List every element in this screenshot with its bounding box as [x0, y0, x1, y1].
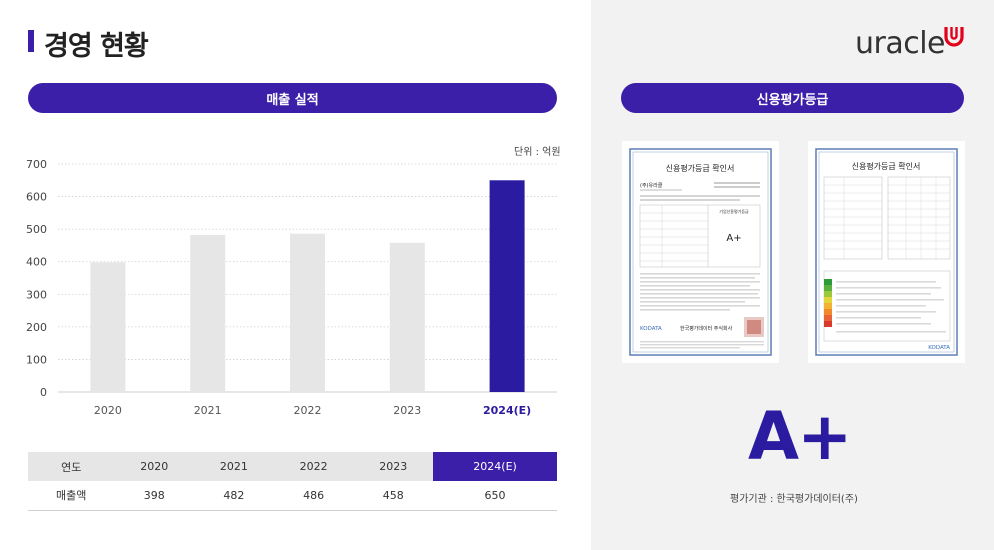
table-row-header: 연도	[28, 452, 115, 481]
page-title: 경영 현황	[44, 31, 149, 62]
svg-text:신용평가등급 확인서: 신용평가등급 확인서	[852, 161, 921, 171]
y-tick-label: 0	[40, 386, 47, 399]
uracle-logo: uracle	[855, 26, 946, 61]
y-tick-label: 200	[26, 321, 47, 334]
sales-section-header: 매출 실적	[28, 83, 557, 113]
unit-label: 단위 : 억원	[514, 147, 561, 158]
y-tick-label: 400	[26, 256, 47, 269]
table-row-label: 매출액	[28, 481, 115, 511]
credit-certificate-image: 신용평가등급 확인서 (주)유라클 기업신용평가등급 A+ KODATA 한국평…	[622, 141, 779, 363]
table-year-cell-highlight: 2024(E)	[433, 452, 557, 481]
table-year-cell: 2022	[273, 452, 354, 481]
x-tick-label: 2023	[393, 404, 421, 417]
y-tick-label: 500	[26, 223, 47, 236]
y-tick-label: 100	[26, 353, 47, 366]
svg-text:A+: A+	[726, 233, 741, 244]
credit-grade: A+	[748, 398, 852, 475]
table-year-cell: 2021	[194, 452, 274, 481]
title-accent-bar	[28, 30, 34, 52]
y-tick-label: 600	[26, 191, 47, 204]
table-value-cell: 482	[194, 481, 274, 511]
svg-text:신용평가등급 확인서: 신용평가등급 확인서	[666, 163, 735, 173]
y-tick-label: 300	[26, 288, 47, 301]
x-tick-label: 2022	[294, 404, 322, 417]
x-tick-label: 2021	[194, 404, 222, 417]
bar-2023	[389, 242, 425, 392]
bar-2020	[90, 262, 126, 392]
svg-text:KODATA: KODATA	[928, 345, 950, 351]
svg-text:한국평가데이터 주식회사: 한국평가데이터 주식회사	[680, 325, 733, 332]
x-tick-label: 2020	[94, 404, 122, 417]
table-value-cell: 398	[114, 481, 195, 511]
bar-2022	[290, 233, 325, 392]
uracle-logo-mark-icon	[944, 27, 964, 47]
table-year-cell: 2020	[114, 452, 195, 481]
svg-text:KODATA: KODATA	[640, 326, 662, 332]
table-value-cell: 486	[273, 481, 354, 511]
sales-table: 연도 2020 2021 2022 2023 2024(E) 매출액 398 4…	[28, 452, 557, 511]
sales-bar-chart: 0 100 200 300 400 500 600 700 2020 2021 2022 2023 20…	[26, 158, 557, 417]
table-year-cell: 2023	[353, 452, 434, 481]
credit-certificate-detail-image: 신용평가등급 확인서 KODATA	[808, 141, 965, 363]
y-tick-label: 700	[26, 158, 47, 171]
x-tick-label: 2024(E)	[483, 404, 531, 417]
bar-2021	[190, 235, 226, 392]
svg-text:(주)유라클: (주)유라클	[640, 182, 663, 189]
rating-agency: 평가기관 : 한국평가데이터(주)	[730, 494, 858, 505]
table-row: 매출액 398 482 486 458 650	[28, 481, 557, 511]
bar-2024(E)	[489, 180, 525, 392]
table-header-row: 연도 2020 2021 2022 2023 2024(E)	[28, 452, 557, 481]
credit-section-header: 신용평가등급	[621, 83, 964, 113]
svg-text:기업신용평가등급: 기업신용평가등급	[719, 208, 749, 214]
table-value-cell: 458	[353, 481, 434, 511]
table-value-cell: 650	[433, 481, 557, 511]
